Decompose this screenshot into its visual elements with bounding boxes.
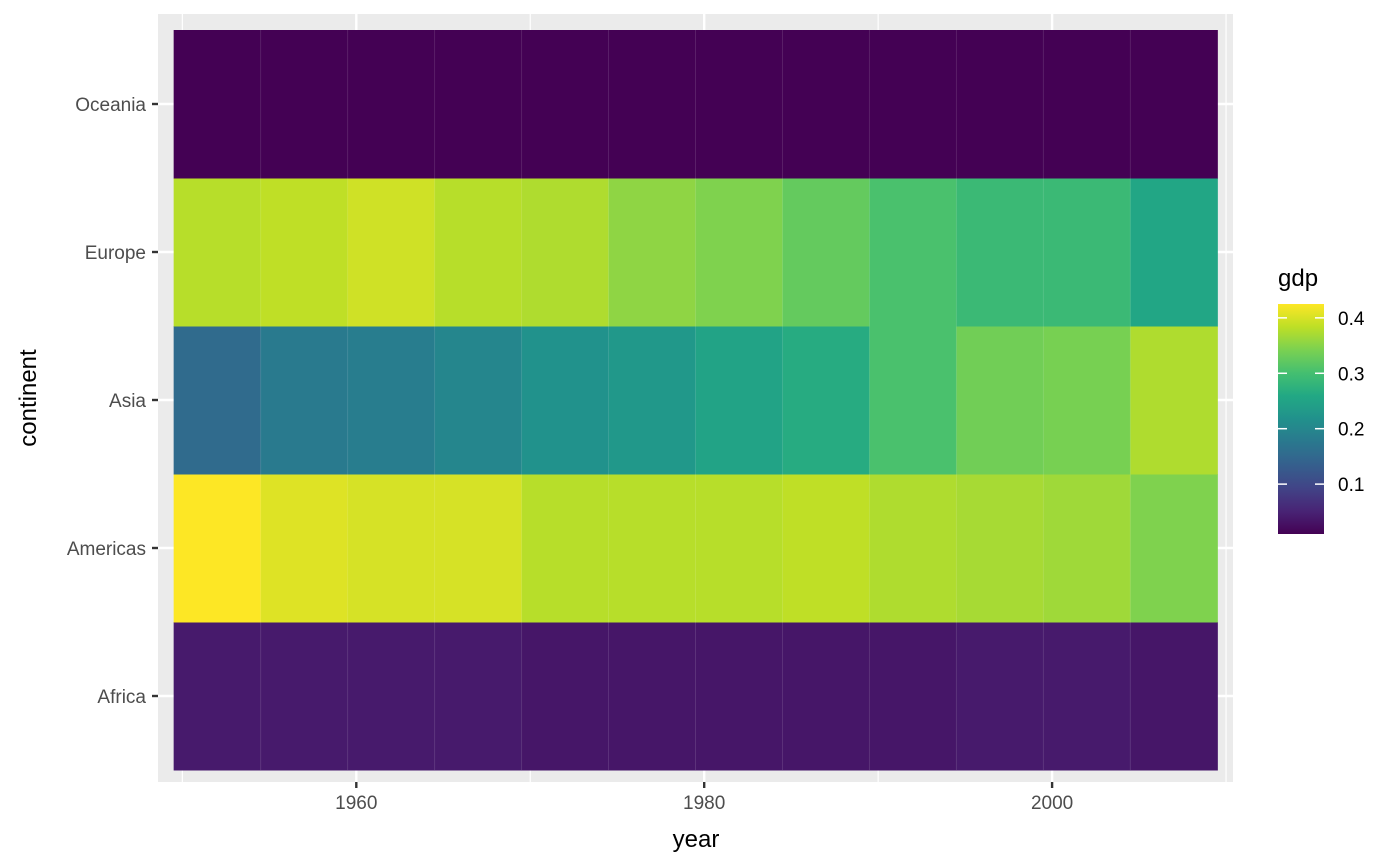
heatmap-tile-africa-1992: [869, 622, 957, 771]
heatmap-tile-europe-2002: [1043, 178, 1131, 327]
heatmap-tile-africa-1982: [695, 622, 783, 771]
heatmap-tile-oceania-1957: [260, 30, 349, 179]
heatmap-tile-americas-2007: [1130, 474, 1218, 623]
heatmap-tile-asia-1952: [173, 326, 262, 475]
heatmap-tile-oceania-1967: [434, 30, 523, 179]
heatmap-tile-asia-1982: [695, 326, 783, 475]
heatmap-tile-oceania-1952: [173, 30, 262, 179]
heatmap-tile-asia-1992: [869, 326, 957, 475]
heatmap-tile-asia-2002: [1043, 326, 1131, 475]
y-axis-title: continent: [15, 349, 42, 447]
heatmap-tile-americas-1952: [173, 474, 262, 623]
heatmap-tile-europe-1997: [956, 178, 1044, 327]
heatmap-tile-africa-1997: [956, 622, 1044, 771]
heatmap-tile-americas-1987: [782, 474, 870, 623]
heatmap-tile-oceania-2007: [1130, 30, 1218, 179]
y-tick-label-asia: Asia: [109, 391, 146, 412]
heatmap-tile-asia-1977: [608, 326, 696, 475]
heatmap-tile-americas-1977: [608, 474, 696, 623]
heatmap-tile-oceania-1987: [782, 30, 870, 179]
legend-tick-label: 0.1: [1338, 475, 1364, 496]
x-tick-label-1980: 1980: [683, 793, 725, 814]
heatmap-tile-europe-1987: [782, 178, 870, 327]
heatmap-tiles: [173, 30, 1218, 771]
heatmap-tile-africa-2002: [1043, 622, 1131, 771]
heatmap-tile-asia-1997: [956, 326, 1044, 475]
heatmap-tile-africa-1952: [173, 622, 262, 771]
heatmap-tile-europe-1967: [434, 178, 523, 327]
heatmap-tile-asia-1987: [782, 326, 870, 475]
y-axis: Africa Americas Asia Europe Oceania: [67, 95, 158, 708]
heatmap-tile-oceania-1972: [521, 30, 610, 179]
heatmap-tile-europe-1992: [869, 178, 957, 327]
heatmap-tile-europe-1957: [260, 178, 349, 327]
heatmap-tile-americas-1997: [956, 474, 1044, 623]
heatmap-tile-oceania-1962: [347, 30, 436, 179]
x-axis-title: year: [673, 826, 720, 853]
heatmap-tile-oceania-1997: [956, 30, 1044, 179]
heatmap-tile-africa-2007: [1130, 622, 1218, 771]
legend-tick-label: 0.3: [1338, 364, 1364, 385]
heatmap-tile-americas-1982: [695, 474, 783, 623]
legend-title: gdp: [1278, 265, 1318, 292]
heatmap-tile-oceania-1992: [869, 30, 957, 179]
legend-tick-label: 0.4: [1338, 309, 1365, 330]
heatmap-tile-asia-2007: [1130, 326, 1218, 475]
heatmap-tile-americas-1962: [347, 474, 436, 623]
heatmap-tile-americas-1992: [869, 474, 957, 623]
y-tick-label-americas: Americas: [67, 539, 146, 560]
y-tick-label-oceania: Oceania: [75, 95, 146, 116]
heatmap-tile-africa-1957: [260, 622, 349, 771]
legend-tick-label: 0.2: [1338, 420, 1364, 441]
x-tick-label-2000: 2000: [1031, 793, 1073, 814]
heatmap-tile-africa-1972: [521, 622, 610, 771]
x-axis: 1960 1980 2000: [335, 782, 1073, 814]
heatmap-tile-asia-1967: [434, 326, 523, 475]
heatmap-tile-africa-1962: [347, 622, 436, 771]
heatmap-tile-europe-1962: [347, 178, 436, 327]
heatmap-tile-europe-1982: [695, 178, 783, 327]
heatmap-tile-europe-1952: [173, 178, 262, 327]
y-tick-label-africa: Africa: [97, 687, 146, 708]
heatmap-tile-asia-1972: [521, 326, 610, 475]
color-legend: gdp 0.1 0.2 0.3 0.4: [1278, 265, 1365, 534]
heatmap-tile-europe-1972: [521, 178, 610, 327]
heatmap-tile-oceania-2002: [1043, 30, 1131, 179]
heatmap-tile-africa-1987: [782, 622, 870, 771]
heatmap-tile-americas-1972: [521, 474, 610, 623]
heatmap-tile-oceania-1982: [695, 30, 783, 179]
heatmap-tile-asia-1962: [347, 326, 436, 475]
legend-colorbar: [1278, 304, 1324, 534]
heatmap-tile-oceania-1977: [608, 30, 696, 179]
heatmap-tile-africa-1967: [434, 622, 523, 771]
heatmap-tile-americas-1957: [260, 474, 349, 623]
y-tick-label-europe: Europe: [85, 243, 146, 264]
heatmap-tile-europe-1977: [608, 178, 696, 327]
x-tick-label-1960: 1960: [335, 793, 377, 814]
legend-ticks: 0.1 0.2 0.3 0.4: [1278, 309, 1365, 496]
heatmap-tile-europe-2007: [1130, 178, 1218, 327]
heatmap-tile-americas-1967: [434, 474, 523, 623]
heatmap-tile-asia-1957: [260, 326, 349, 475]
heatmap-tile-africa-1977: [608, 622, 696, 771]
heatmap-tile-americas-2002: [1043, 474, 1131, 623]
